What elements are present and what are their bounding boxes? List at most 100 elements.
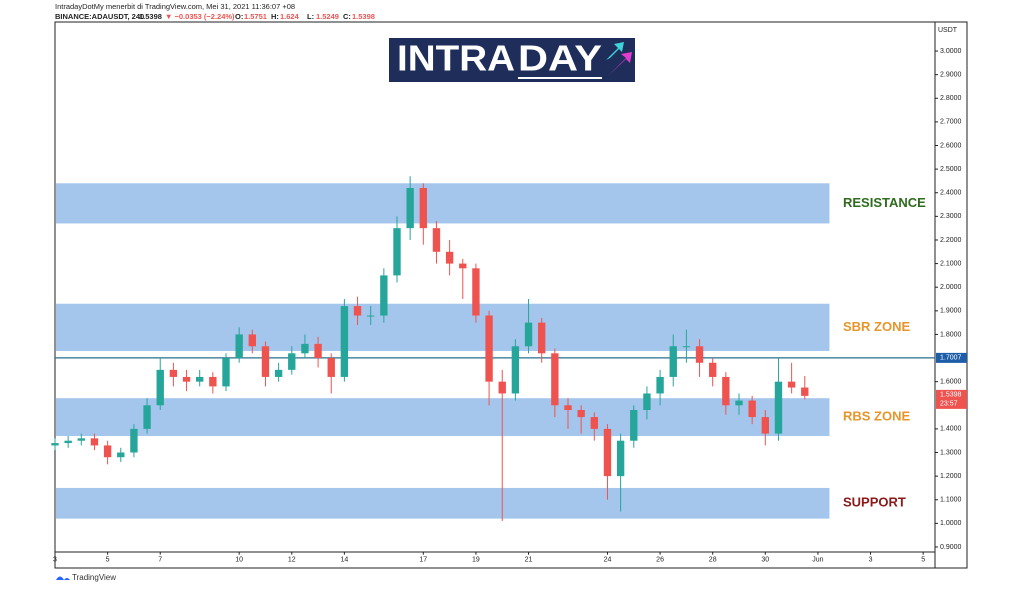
y-tick-label: 1.9000 bbox=[940, 308, 962, 315]
x-tick-label: 19 bbox=[472, 557, 480, 564]
candle-body bbox=[656, 376, 664, 394]
candle-body bbox=[735, 400, 743, 406]
logo-bg bbox=[389, 38, 635, 82]
candle-body bbox=[406, 188, 414, 229]
x-tick-label: 17 bbox=[419, 557, 427, 564]
header-text: L: bbox=[307, 12, 314, 21]
candle-body bbox=[643, 393, 651, 411]
y-tick-label: 1.4000 bbox=[940, 426, 962, 433]
y-tick-label: 1.8000 bbox=[940, 331, 962, 338]
zone-label: RBS ZONE bbox=[843, 409, 911, 424]
header-line: IntradayDotMy menerbit di TradingView.co… bbox=[55, 2, 295, 11]
x-tick-label: Jun bbox=[812, 557, 823, 564]
header-text: 1.5398 bbox=[139, 12, 162, 21]
candle-body bbox=[748, 400, 756, 418]
x-tick-label: 12 bbox=[288, 557, 296, 564]
candle-body bbox=[787, 381, 796, 388]
y-tick-label: 3.0000 bbox=[940, 48, 962, 55]
last-price-bg bbox=[936, 389, 967, 409]
candle-body bbox=[90, 438, 99, 446]
candle-body bbox=[551, 353, 559, 406]
candle-body bbox=[261, 346, 270, 377]
header-text: O: bbox=[235, 12, 243, 21]
candle-body bbox=[603, 428, 612, 477]
candle-body bbox=[630, 410, 638, 441]
hline-label-bg bbox=[936, 352, 967, 363]
y-tick-label: 1.3000 bbox=[940, 449, 962, 456]
y-tick-label: 2.5000 bbox=[940, 166, 962, 173]
candle-body bbox=[432, 228, 441, 252]
header-text: 1.5398 bbox=[352, 12, 375, 21]
candle-body bbox=[511, 346, 520, 394]
zone-label: SUPPORT bbox=[843, 495, 906, 510]
zone-label: SBR ZONE bbox=[843, 319, 911, 334]
y-tick-label: 2.7000 bbox=[940, 119, 962, 126]
candle-body bbox=[761, 417, 769, 434]
candle-body bbox=[274, 369, 283, 377]
x-tick-label: 5 bbox=[106, 557, 110, 564]
candle-body bbox=[393, 228, 401, 276]
logo-text: DAY bbox=[518, 38, 602, 79]
zone bbox=[56, 303, 830, 351]
candle-body bbox=[209, 376, 217, 387]
candle-body bbox=[64, 440, 72, 444]
candle-body bbox=[669, 346, 677, 377]
x-tick-label: 21 bbox=[525, 557, 533, 564]
candle-body bbox=[498, 381, 506, 394]
candle-body bbox=[143, 405, 151, 429]
zone bbox=[56, 398, 830, 436]
candle-body bbox=[353, 306, 362, 316]
last-price-label: 1.5398 bbox=[940, 392, 962, 399]
candle-body bbox=[538, 322, 546, 354]
countdown-label: 23:57 bbox=[940, 401, 958, 408]
candle-body bbox=[222, 358, 230, 387]
candle-body bbox=[103, 445, 112, 458]
y-tick-label: 2.9000 bbox=[940, 71, 962, 78]
x-tick-label: 5 bbox=[921, 557, 925, 564]
header-text: 1.5751 bbox=[244, 12, 267, 21]
header-text: ▼ −0.0353 (−2.24%) bbox=[165, 12, 235, 21]
candle-body bbox=[196, 376, 204, 382]
candle-body bbox=[340, 306, 349, 377]
candle-body bbox=[682, 346, 691, 348]
y-tick-label: 0.9000 bbox=[940, 544, 962, 551]
header-text: 1.624 bbox=[280, 12, 300, 21]
candle-body bbox=[182, 376, 191, 382]
footer-icon bbox=[56, 576, 70, 580]
x-tick-label: 26 bbox=[656, 557, 664, 564]
y-tick-label: 1.6000 bbox=[940, 379, 962, 386]
candle-body bbox=[445, 251, 454, 264]
candle-body bbox=[380, 275, 388, 316]
x-tick-label: 30 bbox=[761, 557, 769, 564]
footer: TradingView bbox=[56, 573, 116, 582]
x-tick-label: 14 bbox=[340, 557, 348, 564]
candle-body bbox=[288, 353, 296, 370]
zone bbox=[56, 487, 830, 519]
candle-body bbox=[248, 334, 256, 347]
y-tick-label: 2.6000 bbox=[940, 142, 962, 149]
candle-body bbox=[590, 417, 598, 429]
candle-body bbox=[722, 376, 730, 406]
candle-body bbox=[472, 268, 480, 316]
candle-body bbox=[485, 315, 493, 382]
y-tick-label: 2.0000 bbox=[940, 284, 962, 291]
x-tick-label: 28 bbox=[709, 557, 717, 564]
y-tick-label: 2.3000 bbox=[940, 213, 962, 220]
candle-body bbox=[327, 358, 335, 377]
frame bbox=[54, 21, 968, 569]
currency-label: USDT bbox=[938, 27, 958, 34]
candle-body bbox=[801, 387, 809, 396]
candle-body bbox=[577, 410, 585, 418]
x-tick-label: 3 bbox=[53, 557, 57, 564]
x-tick-label: 24 bbox=[604, 557, 612, 564]
candle-body bbox=[774, 381, 783, 434]
candle-body bbox=[314, 343, 322, 359]
candle-body bbox=[301, 343, 309, 354]
x-tick-label: 3 bbox=[869, 557, 873, 564]
candle-body bbox=[419, 188, 427, 229]
y-tick-label: 2.1000 bbox=[940, 260, 962, 267]
logo: INTRA DAY bbox=[389, 38, 635, 82]
candle-body bbox=[524, 322, 533, 347]
x-tick-label: 7 bbox=[158, 557, 162, 564]
